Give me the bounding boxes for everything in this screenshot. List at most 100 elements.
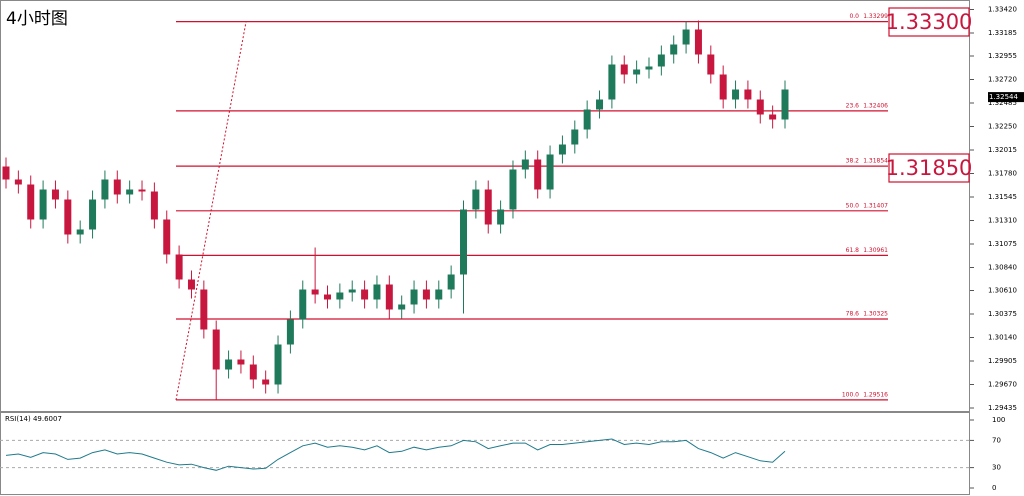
fib-level: 61.8 — [846, 247, 860, 254]
y-tick-label: 1.30610 — [988, 287, 1017, 295]
y-tick-label: 1.33185 — [988, 29, 1017, 37]
rsi-pane — [0, 412, 970, 495]
fib-level: 23.6 — [846, 102, 860, 109]
candle-body — [101, 179, 109, 200]
annotation-box: 1.31850 — [886, 153, 973, 183]
candle-body — [460, 209, 468, 275]
y-tick-label: 1.32955 — [988, 52, 1017, 60]
rsi-tick-label: 70 — [992, 436, 1001, 444]
fib-price: 1.31854 — [863, 158, 888, 165]
candle-body — [39, 189, 47, 220]
candle-body — [237, 359, 245, 365]
candle-body — [175, 254, 183, 280]
candle-body — [336, 292, 344, 300]
candle-body — [583, 109, 591, 130]
candle-body — [521, 159, 529, 170]
candle-body — [422, 289, 430, 300]
candle-body — [311, 289, 319, 295]
y-tick-label: 1.32720 — [988, 76, 1017, 84]
candle-body — [398, 304, 406, 310]
candle-body — [781, 89, 789, 120]
y-tick-label: 1.29435 — [988, 404, 1017, 412]
rsi-tick-label: 30 — [992, 464, 1001, 472]
y-tick-label: 1.31780 — [988, 170, 1017, 178]
fib-price: 1.30325 — [863, 311, 888, 318]
candle-body — [558, 144, 566, 155]
rsi-line — [5, 438, 786, 471]
candle-body — [410, 289, 418, 305]
candle-body — [286, 319, 294, 345]
candle-body — [435, 289, 443, 300]
fib-level: 78.6 — [846, 311, 860, 318]
candle-body — [447, 274, 455, 290]
fib-price: 1.31407 — [863, 202, 888, 209]
candle-body — [138, 189, 146, 192]
y-tick-label: 1.30840 — [988, 264, 1017, 272]
candle-body — [744, 89, 752, 100]
candle-body — [497, 209, 505, 225]
y-tick-label: 1.32485 — [988, 99, 1017, 107]
candle-body — [732, 89, 740, 100]
candle-body — [484, 189, 492, 225]
annotation: 1.31850 — [886, 156, 973, 180]
candle-body — [249, 364, 257, 380]
fib-level: 50.0 — [846, 202, 860, 209]
last-price-box — [988, 92, 1024, 103]
fib-level: 0.0 — [849, 13, 859, 20]
annotation-box: 1.33300 — [886, 7, 972, 37]
candle-body — [163, 219, 171, 255]
candle-body — [113, 179, 121, 195]
y-tick-label: 1.32250 — [988, 123, 1017, 131]
candle-body — [472, 189, 480, 210]
candle-body — [2, 166, 10, 180]
last-price-label: 1.32544 — [989, 93, 1018, 101]
candle-body — [756, 99, 764, 115]
rsi-label: RSI(14) 49.6007 — [5, 415, 62, 423]
candle-body — [225, 359, 233, 370]
candle-body — [187, 279, 195, 290]
price-pane — [0, 0, 970, 412]
candle-body — [361, 289, 369, 300]
fib-level: 38.2 — [846, 158, 860, 165]
candle-body — [534, 159, 542, 190]
candle-body — [64, 199, 72, 235]
candle-body — [707, 54, 715, 75]
rsi-tick-label: 0 — [992, 484, 996, 492]
fib-price: 1.29516 — [863, 391, 888, 398]
candle-body — [27, 184, 35, 220]
candle-body — [200, 289, 208, 330]
candle-body — [645, 66, 653, 70]
candle-body — [373, 284, 381, 300]
candle-body — [657, 54, 665, 67]
candle-body — [571, 129, 579, 145]
candle-body — [212, 329, 220, 370]
y-tick-label: 1.31075 — [988, 240, 1017, 248]
candle-body — [769, 114, 777, 120]
candle-body — [509, 169, 517, 210]
y-tick-label: 1.31545 — [988, 193, 1017, 201]
candle-body — [14, 179, 22, 185]
y-tick-label: 1.30140 — [988, 334, 1017, 342]
fib-level: 100.0 — [842, 391, 859, 398]
annotation-frame — [888, 153, 970, 183]
y-tick-label: 1.29905 — [988, 357, 1017, 365]
candle-body — [89, 199, 97, 230]
candle-body — [323, 294, 331, 300]
candle-body — [126, 189, 134, 195]
y-tick-label: 1.29670 — [988, 381, 1017, 389]
y-tick-label: 1.32015 — [988, 146, 1017, 154]
y-tick-label: 1.30375 — [988, 310, 1017, 318]
y-tick-label: 1.33420 — [988, 6, 1017, 14]
fib-price: 1.30961 — [863, 247, 888, 254]
fib-price: 1.33299 — [863, 13, 888, 20]
candle-body — [348, 289, 356, 293]
candle-body — [682, 29, 690, 45]
candle-body — [596, 99, 604, 110]
candle-body — [150, 191, 158, 220]
candle-body — [299, 289, 307, 320]
candle-body — [51, 189, 59, 200]
candle-body — [694, 29, 702, 55]
candle-body — [546, 154, 554, 190]
candle-body — [620, 64, 628, 75]
